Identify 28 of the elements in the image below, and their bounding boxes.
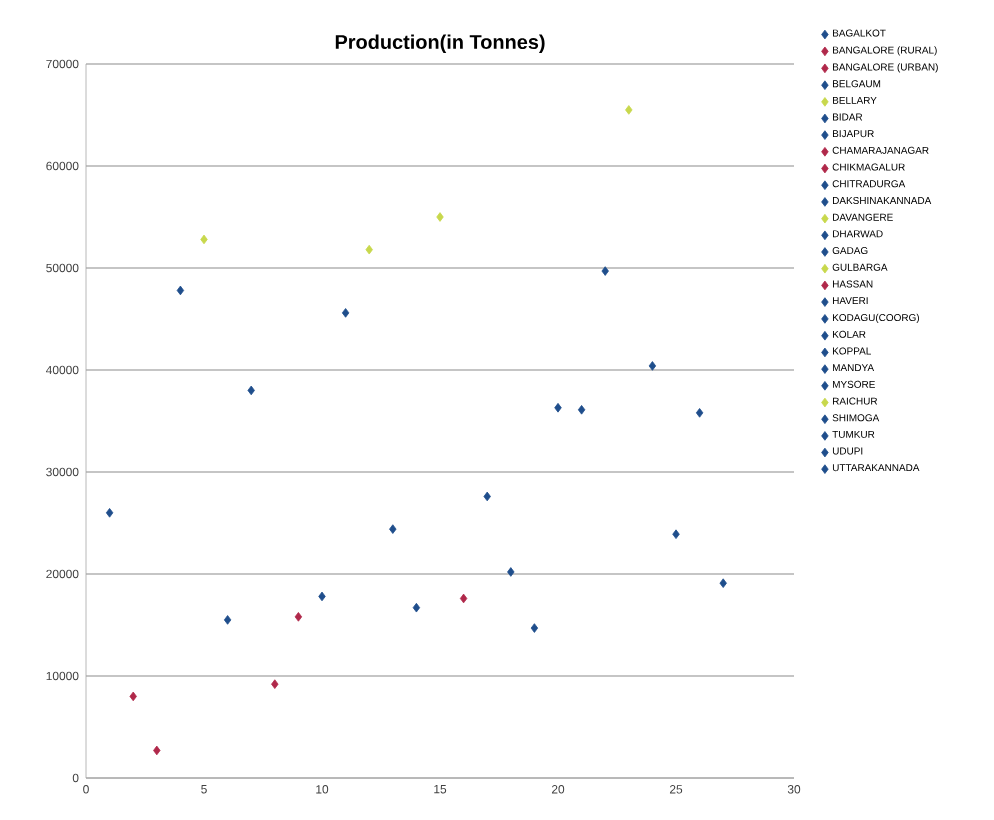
point: [200, 234, 208, 245]
chart-title: Production(in Tonnes): [335, 34, 545, 53]
point: [648, 361, 657, 371]
point: [625, 105, 633, 115]
point: [341, 308, 350, 318]
point: [695, 408, 704, 418]
point: [412, 602, 421, 613]
point: [389, 524, 397, 534]
point: [577, 405, 586, 415]
point: [554, 402, 562, 413]
point: [672, 529, 680, 540]
point: [436, 212, 444, 222]
point: [365, 244, 373, 255]
point: [719, 578, 727, 588]
point: [153, 745, 161, 756]
point: [318, 591, 326, 602]
point: [483, 491, 491, 502]
point: [129, 691, 137, 702]
point: [247, 385, 255, 396]
point: [294, 612, 303, 622]
point: [176, 285, 185, 296]
point: [601, 266, 609, 276]
point: [105, 508, 114, 518]
point: [530, 623, 539, 633]
point: [507, 567, 515, 577]
point: [223, 615, 232, 625]
point: [459, 593, 468, 604]
point: [271, 679, 279, 689]
